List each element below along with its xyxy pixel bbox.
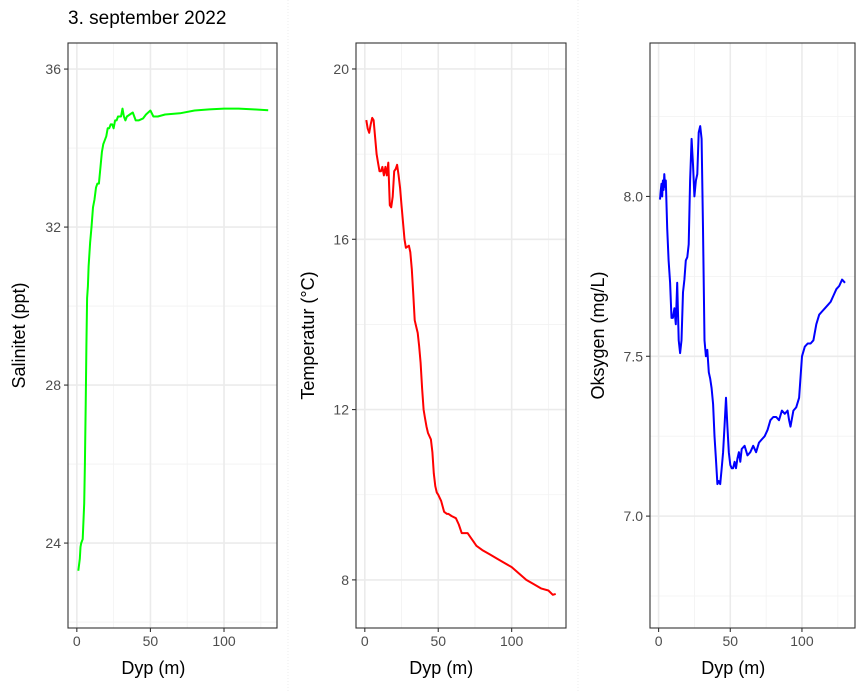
y-tick-label: 20: [333, 61, 349, 77]
data-line: [659, 125, 846, 486]
x-tick-label: 100: [790, 633, 814, 649]
y-tick-label: 32: [45, 219, 61, 235]
plot-border: [67, 42, 278, 629]
panel-1: 0 50 100 24 28 32 36 Dyp (m) Salinitet (ppt): [9, 0, 289, 693]
y-tick-label: 7.5: [624, 348, 644, 364]
data-line: [77, 107, 269, 571]
y-axis-title: Oksygen (mg/L): [588, 271, 608, 399]
panel-3: 0 50 100 7.0 7.5 8.0 Dyp (m) Oksygen (mg/L): [588, 42, 856, 678]
y-tick-label: 36: [45, 61, 61, 77]
panel-2: 0 50 100 8 12 16 20 Dyp (m) Temperatur (°C): [298, 0, 579, 693]
x-tick-label: 50: [430, 633, 446, 649]
x-tick-label: 100: [500, 633, 524, 649]
y-tick-label: 16: [333, 231, 349, 247]
x-tick-label: 50: [143, 633, 159, 649]
y-tick-label: 28: [45, 377, 61, 393]
plot-background: [68, 43, 277, 628]
x-tick-label: 100: [212, 633, 236, 649]
x-tick-label: 0: [73, 633, 81, 649]
x-axis-title: Dyp (m): [121, 658, 185, 678]
plot-background: [356, 43, 566, 628]
plot-border: [649, 42, 856, 629]
y-tick-label: 8: [341, 572, 349, 588]
x-tick-label: 50: [722, 633, 738, 649]
y-tick-label: 8.0: [624, 188, 644, 204]
x-axis-title: Dyp (m): [409, 658, 473, 678]
y-axis-title: Salinitet (ppt): [9, 282, 29, 388]
y-tick-label: 12: [333, 402, 349, 418]
x-axis-title: Dyp (m): [701, 658, 765, 678]
plot-border: [355, 42, 567, 629]
y-tick-label: 7.0: [624, 508, 644, 524]
data-line: [365, 116, 556, 596]
figure-title: 3. september 2022: [68, 8, 227, 29]
x-tick-label: 0: [361, 633, 369, 649]
plot-background: [650, 43, 855, 628]
x-tick-label: 0: [655, 633, 663, 649]
y-tick-label: 24: [45, 535, 61, 551]
y-axis-title: Temperatur (°C): [298, 271, 318, 399]
